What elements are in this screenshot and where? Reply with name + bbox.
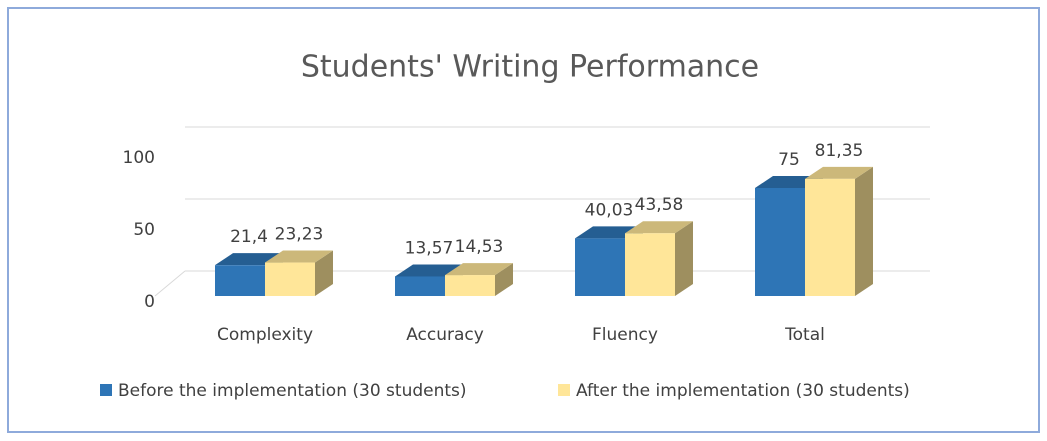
bar-top	[265, 250, 333, 263]
data-label: 13,57	[405, 238, 454, 258]
legend-label: After the implementation (30 students)	[576, 381, 910, 401]
bar	[625, 233, 675, 296]
bar-side	[675, 221, 693, 296]
y-tick-label: 0	[144, 292, 155, 312]
bar	[265, 262, 315, 296]
data-label: 43,58	[635, 195, 684, 215]
floor-edge	[154, 270, 186, 297]
bar	[445, 275, 495, 296]
bar-top	[805, 166, 873, 179]
data-label: 23,23	[275, 225, 324, 245]
bar-side	[315, 250, 333, 296]
data-label: 14,53	[455, 237, 504, 257]
data-label: 21,4	[230, 227, 268, 247]
x-tick-label: Complexity	[217, 325, 313, 345]
bar	[575, 238, 625, 296]
bar-side	[855, 166, 873, 296]
data-label: 40,03	[585, 200, 634, 220]
bar-side	[495, 263, 513, 296]
y-tick-label: 100	[123, 148, 155, 168]
bar-top	[395, 264, 463, 277]
legend-swatch	[100, 384, 112, 396]
y-tick-label: 50	[133, 220, 155, 240]
chart-title: Students' Writing Performance	[301, 50, 759, 85]
data-label: 75	[778, 150, 800, 170]
bar	[215, 265, 265, 296]
legend-swatch	[558, 384, 570, 396]
bar	[395, 276, 445, 296]
bar-top	[445, 263, 513, 276]
bar	[805, 178, 855, 296]
x-tick-label: Fluency	[592, 325, 658, 345]
data-label: 81,35	[815, 141, 864, 161]
legend-label: Before the implementation (30 students)	[118, 381, 467, 401]
bar	[755, 188, 805, 296]
x-tick-label: Accuracy	[406, 325, 484, 345]
bar-top	[625, 221, 693, 234]
x-tick-label: Total	[784, 325, 825, 345]
